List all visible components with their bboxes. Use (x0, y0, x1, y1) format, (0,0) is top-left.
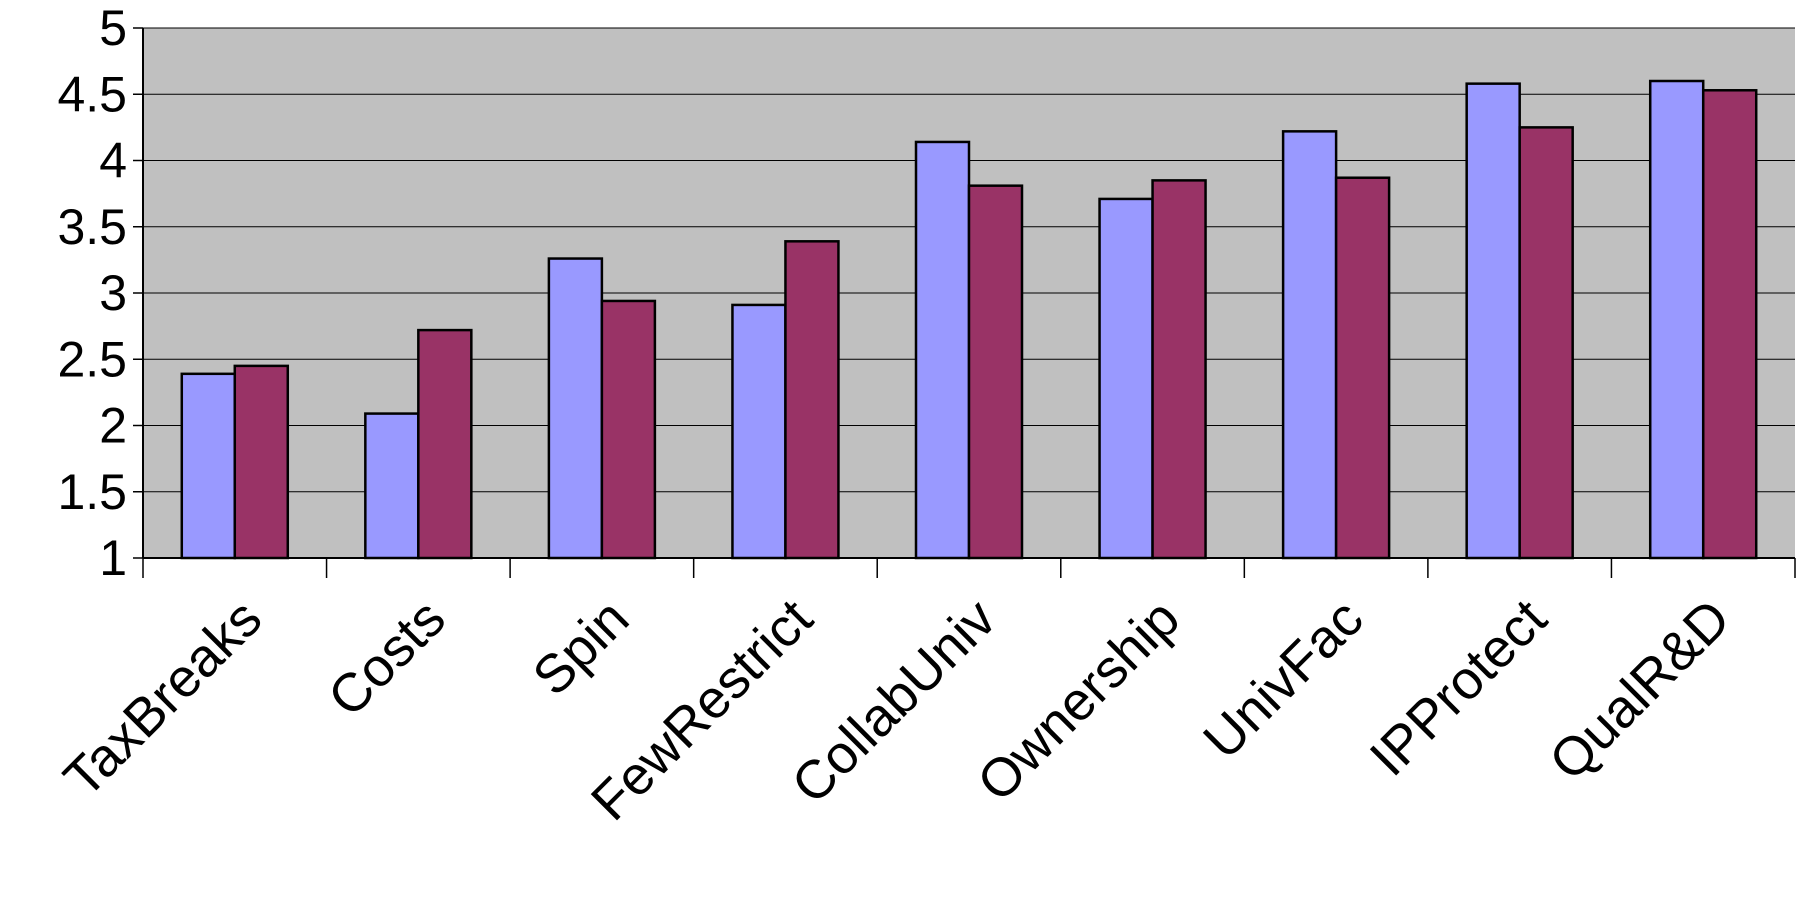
y-tick-label: 1 (99, 530, 127, 586)
y-tick-label: 3.5 (57, 199, 127, 255)
bars (180, 79, 1758, 560)
x-tick-label: TaxBreaks (53, 588, 274, 809)
x-tick-label: Ownership (966, 588, 1191, 813)
bar (1518, 126, 1574, 560)
bar (547, 257, 604, 560)
y-tick-label: 5 (99, 0, 127, 56)
bar (600, 299, 657, 560)
y-tick-label: 3 (99, 265, 127, 321)
bar (233, 364, 290, 560)
bar (1151, 179, 1207, 560)
bar (180, 372, 237, 560)
y-tick-label: 2.5 (57, 331, 127, 387)
bar (1334, 176, 1391, 560)
bar (1281, 130, 1338, 560)
bar (1648, 79, 1705, 560)
y-tick-label: 2 (99, 398, 127, 454)
x-tick-label: Spin (522, 588, 641, 707)
bar (914, 140, 971, 560)
y-tick-label: 4.5 (57, 66, 127, 122)
bar (784, 240, 840, 560)
y-tick-label: 1.5 (57, 464, 127, 520)
bar (967, 184, 1024, 560)
bar (731, 303, 787, 560)
axes (133, 27, 1796, 578)
bar (364, 412, 420, 560)
x-tick-label: UnivFac (1192, 588, 1374, 770)
x-tick-label: IPProtect (1359, 588, 1558, 787)
bar (1701, 89, 1758, 560)
bar (417, 328, 473, 560)
x-tick-label: QualR&D (1538, 588, 1742, 792)
x-tick-label: Costs (317, 588, 457, 728)
bar (1098, 197, 1154, 560)
bar (1465, 82, 1521, 560)
y-tick-label: 4 (99, 133, 127, 189)
